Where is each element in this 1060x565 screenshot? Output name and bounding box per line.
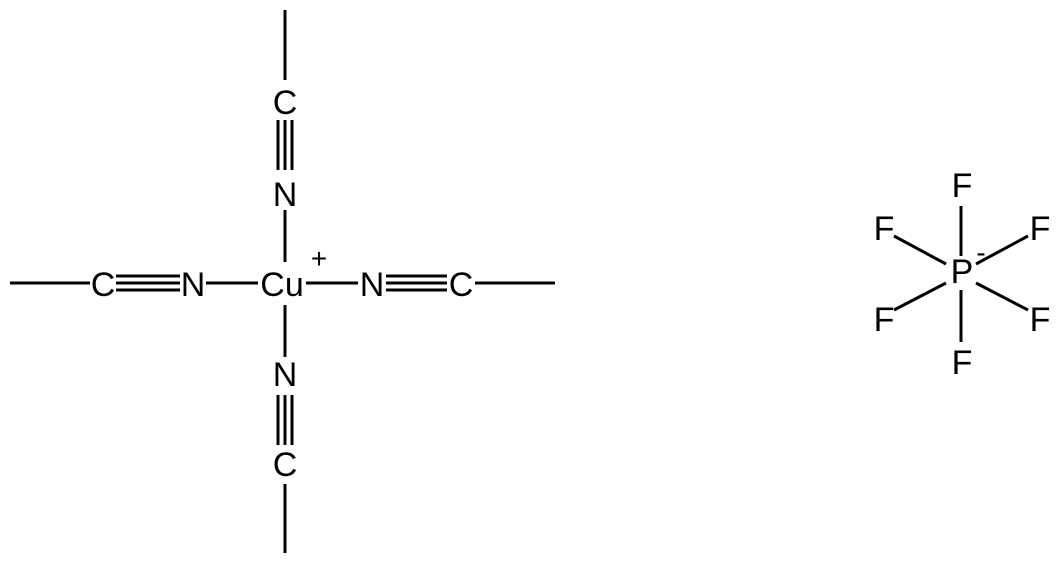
fluorine-atom-upper-right: F (1030, 210, 1051, 248)
bottom-carbon-atom: C (273, 446, 298, 484)
top-carbon-atom: C (273, 84, 298, 122)
p-f-bond-lower-right (975, 281, 1029, 312)
fluorine-atom-upper-left: F (874, 210, 895, 248)
copper-complex-cation: C N N C C N N C Cu + (10, 10, 555, 553)
copper-atom: Cu (260, 266, 303, 304)
p-f-bond-upper-left (893, 234, 947, 266)
top-nitrogen-atom: N (273, 176, 298, 214)
anion-charge: - (976, 237, 985, 268)
fluorine-atom-lower-right: F (1030, 301, 1051, 339)
left-nitrogen-atom: N (181, 266, 206, 304)
fluorine-atom-bottom: F (952, 344, 973, 382)
right-nitrogen-atom: N (360, 266, 385, 304)
right-carbon-atom: C (449, 266, 474, 304)
left-carbon-atom: C (91, 266, 116, 304)
fluorine-atom-top: F (952, 167, 973, 205)
hexafluorophosphate-anion: P - F F F F F F (874, 167, 1051, 382)
p-f-bond-lower-left (893, 281, 947, 312)
fluorine-atom-lower-left: F (874, 301, 895, 339)
bottom-nitrogen-atom: N (273, 356, 298, 394)
p-f-bond-upper-right (975, 234, 1029, 266)
phosphorus-atom: P (951, 253, 974, 291)
cation-charge: + (311, 243, 327, 274)
